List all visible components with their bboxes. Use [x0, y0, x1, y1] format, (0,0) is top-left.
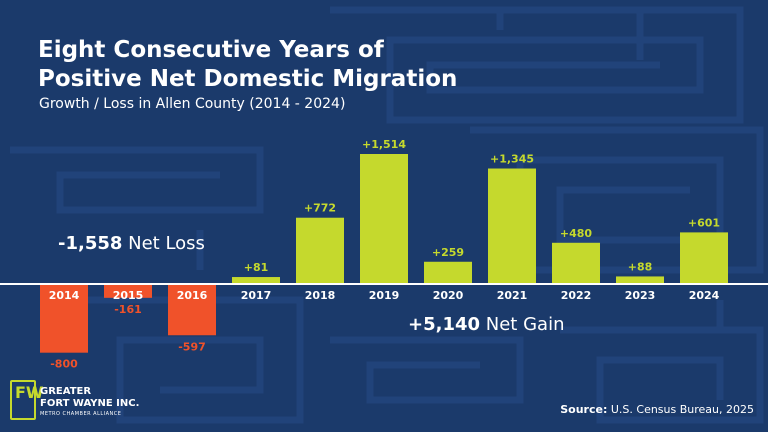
x-tick-label-2017: 2017 [241, 289, 272, 302]
greater-fort-wayne-logo: FW GREATER FORT WAYNE INC. METRO CHAMBER… [10, 380, 180, 426]
bar-2023 [616, 276, 664, 284]
bar-2019 [360, 154, 408, 284]
data-label-2020: +259 [432, 246, 464, 259]
bar-2014 [40, 284, 88, 353]
logo-mark: FW [10, 380, 44, 420]
title-line-2: Positive Net Domestic Migration [38, 66, 458, 92]
x-tick-label-2021: 2021 [497, 289, 528, 302]
source-label: Source: [560, 403, 608, 416]
x-tick-label-2014: 2014 [49, 289, 80, 302]
bar-2016 [168, 284, 216, 336]
chart-subtitle: Growth / Loss in Allen County (2014 - 20… [39, 96, 346, 112]
x-tick-label-2024: 2024 [689, 289, 720, 302]
net-gain-label: Net Gain [485, 314, 565, 335]
data-label-2015: -161 [114, 303, 142, 316]
data-label-2019: +1,514 [362, 138, 406, 151]
bar-2022 [552, 242, 600, 284]
data-label-2024: +601 [688, 216, 720, 229]
data-label-2022: +480 [560, 227, 593, 240]
logo-line-1: GREATER [40, 386, 92, 397]
data-label-2014: -800 [50, 358, 78, 371]
data-label-2021: +1,345 [490, 153, 534, 166]
x-tick-label-2023: 2023 [625, 289, 656, 302]
x-tick-label-2020: 2020 [433, 289, 464, 302]
source-text: U.S. Census Bureau, 2025 [610, 403, 754, 416]
data-label-2017: +81 [244, 261, 269, 274]
net-gain-value: +5,140 [408, 314, 481, 335]
net-loss-annotation: -1,558 Net Loss [58, 233, 205, 254]
bar-2024 [680, 232, 728, 284]
x-tick-label-2018: 2018 [305, 289, 336, 302]
logo-line-2: FORT WAYNE INC. [40, 398, 140, 409]
x-tick-label-2022: 2022 [561, 289, 592, 302]
bar-2018 [296, 217, 344, 284]
bar-2017 [232, 277, 280, 284]
x-tick-label-2016: 2016 [177, 289, 208, 302]
logo-line-3: METRO CHAMBER ALLIANCE [40, 411, 122, 417]
data-label-2018: +772 [304, 202, 336, 215]
bar-2015 [104, 284, 152, 298]
net-gain-annotation: +5,140 Net Gain [408, 314, 564, 335]
bar-2020 [424, 261, 472, 284]
x-tick-label-2015: 2015 [113, 289, 144, 302]
title-line-1: Eight Consecutive Years of [38, 37, 384, 63]
logo-mark-letters: FW [15, 383, 44, 402]
x-tick-label-2019: 2019 [369, 289, 400, 302]
net-loss-label: Net Loss [128, 233, 205, 254]
data-label-2016: -597 [178, 340, 206, 353]
bar-2021 [488, 168, 536, 284]
net-loss-value: -1,558 [58, 233, 123, 254]
source-note: Source: U.S. Census Bureau, 2025 [560, 403, 754, 416]
chart-title: Eight Consecutive Years of Positive Net … [38, 36, 457, 94]
data-label-2023: +88 [628, 260, 653, 273]
